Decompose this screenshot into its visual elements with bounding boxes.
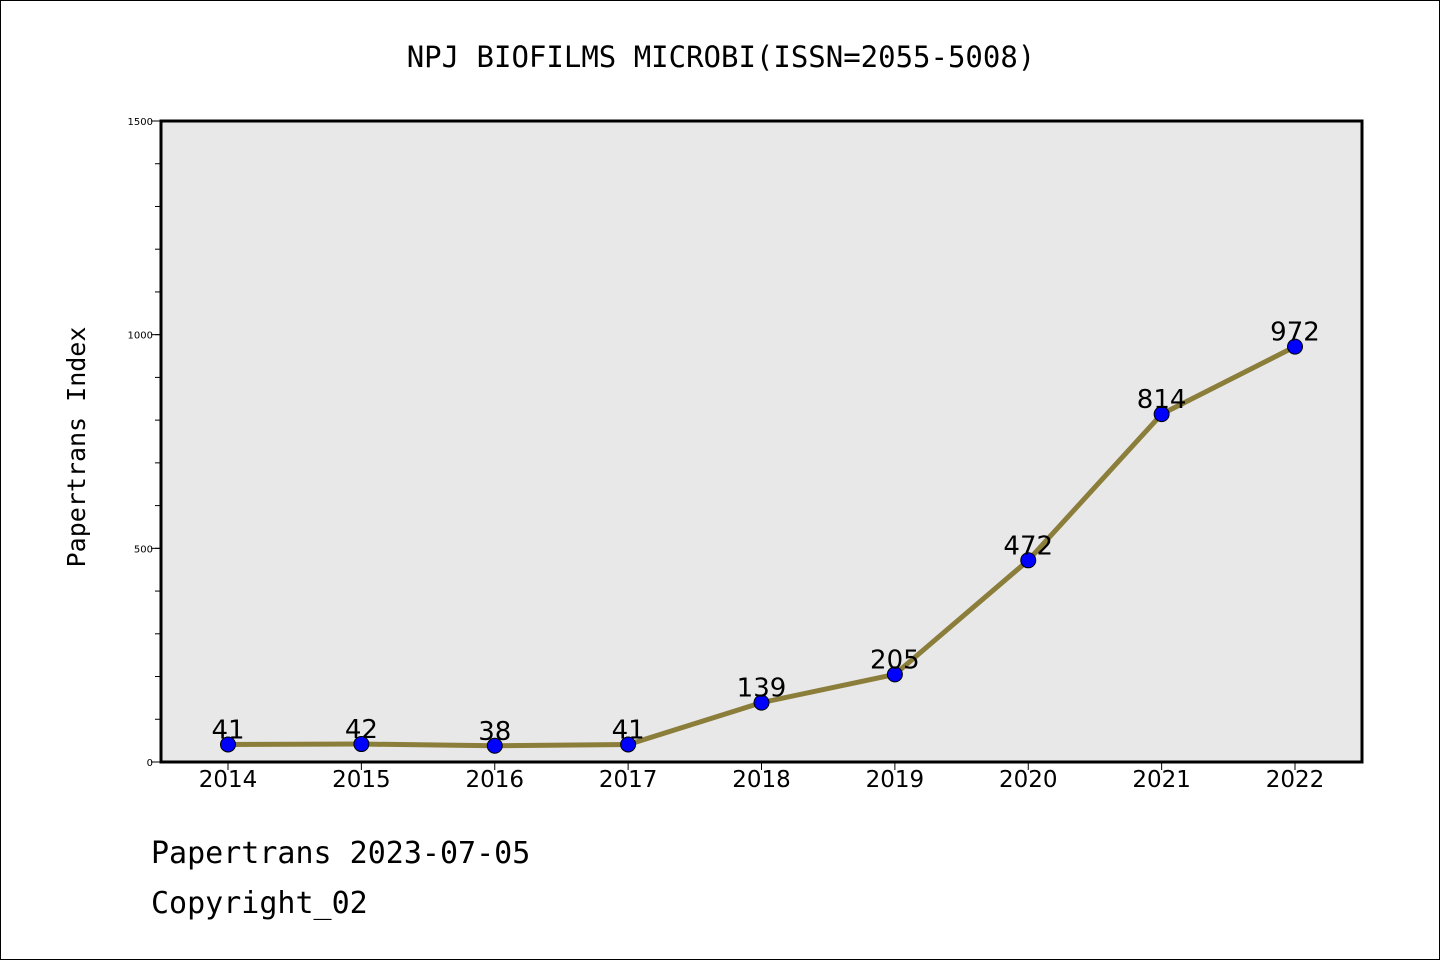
y-axis: 0 500 1000 1500 bbox=[128, 117, 161, 769]
data-label: 41 bbox=[612, 715, 645, 745]
data-label: 814 bbox=[1137, 385, 1187, 415]
data-point bbox=[486, 737, 503, 754]
series-layer: 41 42 38 41 139 205 472 814 972 bbox=[211, 318, 1320, 754]
x-tick-label: 2015 bbox=[332, 767, 391, 793]
data-label: 41 bbox=[211, 715, 244, 745]
plot-area bbox=[159, 119, 1364, 764]
footer-copyright: Copyright_02 bbox=[151, 886, 368, 921]
x-tick-label: 2018 bbox=[732, 767, 791, 793]
y-tick-label: 0 bbox=[147, 758, 153, 769]
data-label: 205 bbox=[870, 645, 920, 675]
x-tick-label: 2017 bbox=[599, 767, 658, 793]
data-label: 42 bbox=[345, 715, 378, 745]
x-tick-label: 2014 bbox=[199, 767, 258, 793]
data-point bbox=[220, 736, 236, 753]
x-tick-label: 2021 bbox=[1132, 767, 1191, 793]
data-label: 472 bbox=[1003, 531, 1053, 561]
data-point bbox=[753, 694, 770, 711]
data-label: 38 bbox=[478, 717, 511, 747]
y-tick-label: 1500 bbox=[128, 117, 153, 128]
x-axis: 2014 2015 2016 2017 2018 2019 2020 2021 2022 bbox=[199, 762, 1325, 793]
data-point bbox=[1020, 552, 1037, 569]
data-point bbox=[1153, 406, 1170, 423]
x-tick-label: 2019 bbox=[866, 767, 925, 793]
data-label: 972 bbox=[1270, 318, 1320, 348]
footer-date: Papertrans 2023-07-05 bbox=[151, 836, 531, 871]
data-point bbox=[620, 736, 637, 753]
y-axis-label: Papertrans Index bbox=[62, 327, 91, 568]
x-tick-label: 2020 bbox=[999, 767, 1058, 793]
y-tick-label: 500 bbox=[134, 544, 153, 555]
data-point bbox=[353, 736, 370, 753]
y-tick-label: 1000 bbox=[128, 331, 153, 342]
data-point bbox=[1287, 338, 1303, 355]
x-tick-label: 2016 bbox=[465, 767, 524, 793]
x-tick-label: 2022 bbox=[1266, 767, 1325, 793]
data-point bbox=[886, 666, 903, 683]
data-label: 139 bbox=[737, 674, 787, 704]
chart-title: NPJ BIOFILMS MICROBI(ISSN=2055-5008) bbox=[407, 40, 1036, 74]
